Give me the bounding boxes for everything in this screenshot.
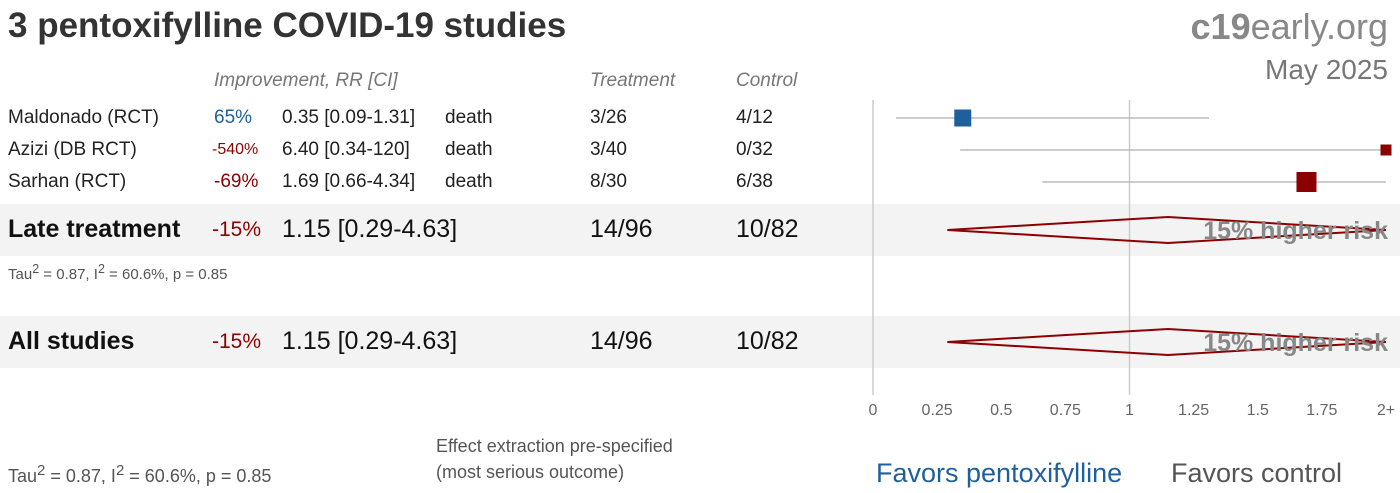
late-treatment-improvement: -15% — [212, 218, 262, 241]
study-name: Maldonado (RCT) — [8, 107, 159, 128]
summary-risk-label: 15% higher risk — [1203, 329, 1388, 357]
extraction-note-line1: Effect extraction pre-specified — [436, 436, 673, 456]
study-improvement: -540% — [212, 141, 259, 158]
study-outcome: death — [445, 107, 493, 128]
extraction-note: Effect extraction pre-specified (most ser… — [436, 433, 673, 485]
brand-rest: early.org — [1250, 6, 1388, 47]
study-point — [1296, 172, 1317, 192]
study-treatment: 8/30 — [590, 171, 627, 192]
all-studies-control: 10/82 — [736, 327, 799, 355]
late-treatment-label: Late treatment — [8, 215, 181, 243]
brand-c19: c19 — [1190, 6, 1251, 47]
x-tick-label: 1.5 — [1247, 402, 1269, 419]
study-name: Sarhan (RCT) — [8, 171, 127, 192]
study-improvement: -69% — [214, 171, 259, 192]
favors-treatment-label: Favors pentoxifylline — [876, 458, 1123, 488]
all-studies-band — [0, 316, 1400, 368]
page-title: 3 pentoxifylline COVID-19 studies — [8, 6, 567, 45]
late-treatment-band — [0, 204, 1400, 256]
study-treatment: 3/26 — [590, 107, 627, 128]
report-date: May 2025 — [1265, 54, 1388, 85]
study-outcome: death — [445, 139, 493, 160]
late-heterogeneity-stats: Tau2 = 0.87, I2 = 60.6%, p = 0.85 — [8, 262, 228, 283]
study-rr: 6.40 [0.34-120] — [282, 139, 410, 160]
x-tick-label: 0.25 — [922, 402, 953, 419]
favors-control-label: Favors control — [1171, 458, 1343, 488]
summary-risk-label: 15% higher risk — [1203, 217, 1388, 245]
x-tick-label: 0.75 — [1050, 402, 1081, 419]
study-rr: 1.69 [0.66-4.34] — [282, 171, 416, 192]
summary-diamond — [947, 327, 1387, 357]
study-control: 0/32 — [736, 139, 773, 160]
header-treatment: Treatment — [590, 70, 676, 91]
study-outcome: death — [445, 171, 493, 192]
all-studies-treatment: 14/96 — [590, 327, 653, 355]
x-tick-label: 1.75 — [1306, 402, 1337, 419]
overall-heterogeneity-stats: Tau2 = 0.87, I2 = 60.6%, p = 0.85 — [8, 462, 272, 486]
study-control: 6/38 — [736, 171, 773, 192]
all-studies-rr: 1.15 [0.29-4.63] — [282, 327, 458, 355]
x-tick-label: 0.5 — [990, 402, 1012, 419]
late-treatment-control: 10/82 — [736, 215, 799, 243]
all-studies-improvement: -15% — [212, 330, 262, 353]
brand-logo: c19early.org — [1191, 6, 1388, 48]
header-control: Control — [736, 70, 798, 91]
study-improvement: 65% — [214, 107, 253, 128]
study-name: Azizi (DB RCT) — [8, 139, 137, 160]
study-rr: 0.35 [0.09-1.31] — [282, 107, 416, 128]
x-tick-label: 0 — [869, 402, 878, 419]
study-control: 4/12 — [736, 107, 773, 128]
x-tick-label: 2+ — [1377, 402, 1395, 419]
x-tick-label: 1 — [1125, 402, 1134, 419]
header-improvement: Improvement, RR [CI] — [214, 70, 398, 91]
study-point — [1380, 144, 1392, 156]
late-treatment-rr: 1.15 [0.29-4.63] — [282, 215, 458, 243]
x-tick-label: 1.25 — [1178, 402, 1209, 419]
study-point — [954, 109, 972, 127]
all-studies-label: All studies — [8, 327, 135, 355]
late-treatment-treatment: 14/96 — [590, 215, 653, 243]
extraction-note-line2: (most serious outcome) — [436, 462, 625, 482]
summary-diamond — [947, 215, 1387, 245]
study-treatment: 3/40 — [590, 139, 627, 160]
